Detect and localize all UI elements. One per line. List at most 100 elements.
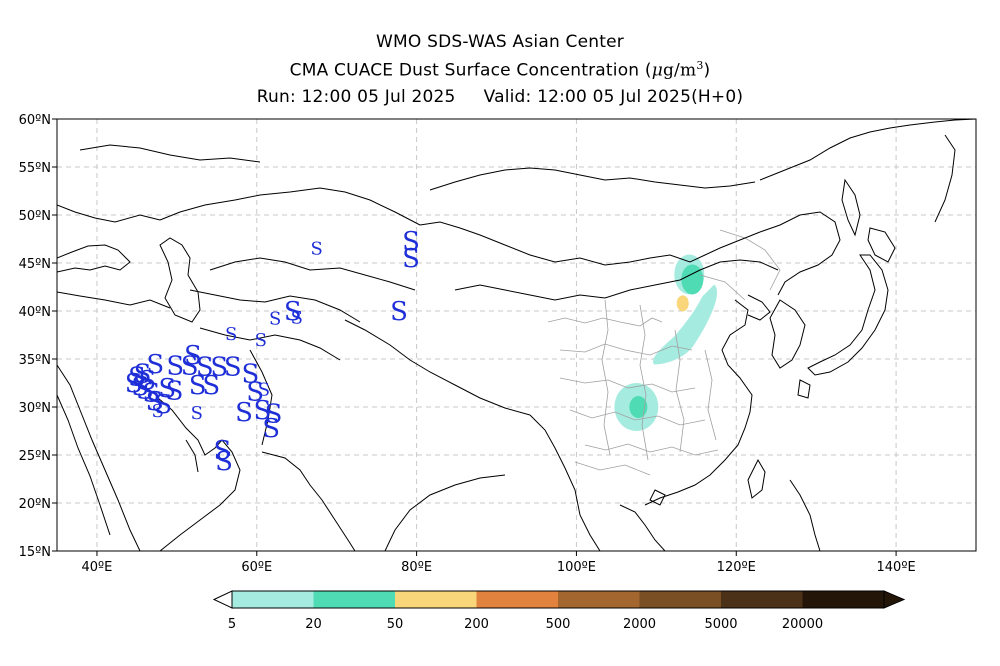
coastlines-and-borders: [57, 119, 976, 551]
dust-station-symbol: S: [258, 380, 270, 401]
dust-station-symbol: S: [262, 414, 280, 444]
dust-station-symbol: S: [166, 377, 184, 407]
province-line: [569, 409, 706, 426]
title-text: CMA CUACE Dust Surface Concentration (: [289, 60, 652, 81]
dust-station-symbol: S: [265, 400, 283, 430]
caspian-sea: [159, 237, 201, 323]
dust-station-symbol: S: [255, 330, 267, 351]
unit-exp: 3: [696, 59, 704, 72]
lat-tick-label: 15ºN: [19, 545, 51, 560]
colorbar-level-label: 2000: [623, 617, 656, 632]
china-coast: [644, 299, 753, 506]
okhotsk-coast: [759, 119, 976, 181]
lat-tick-label: 30ºN: [19, 401, 51, 416]
colorbar: 5 20 50 200 500 2000 5000 20000: [212, 590, 906, 632]
colorbar-frame: [231, 590, 885, 609]
dust-station-symbol: S: [131, 372, 149, 402]
colorbar-swatch: [558, 591, 640, 608]
lat-tick-label: 40ºN: [19, 305, 51, 320]
colorbar-under-arrow: [212, 590, 233, 609]
russia-south-line: [429, 167, 756, 191]
colorbar-swatch: [232, 591, 314, 608]
red-sea-coast-west: [57, 394, 111, 536]
red-sea-coast: [57, 364, 141, 551]
colorbar-swatch: [313, 591, 395, 608]
dust-station-symbol: S: [390, 297, 408, 327]
dust-station-symbol: S: [196, 353, 214, 383]
lat-tick-label: 45ºN: [19, 257, 51, 272]
dust-region-plume-mid: [681, 264, 704, 295]
dust-station-symbol: S: [158, 374, 176, 404]
border-line: [57, 204, 161, 223]
dust-station-symbol: S: [291, 308, 303, 329]
colorbar-level-label: 20000: [782, 617, 823, 632]
iran-afghan-border: [199, 327, 341, 361]
colorbar-level-label: 20: [305, 617, 322, 632]
central-asia-border: [209, 257, 416, 291]
lon-tick-label: 120ºE: [717, 560, 756, 575]
province-line: [559, 343, 693, 356]
title-line-3: Run: 12:00 05 Jul 2025 Valid: 12:00 05 J…: [0, 87, 1000, 107]
lon-tick-label: 100ºE: [557, 560, 596, 575]
sakhalin: [841, 178, 861, 237]
lon-tick-label: 60ºE: [241, 560, 272, 575]
dust-station-symbol: S: [269, 309, 281, 330]
dust-station-symbol: S: [184, 341, 202, 371]
arabia-coast: [157, 397, 241, 551]
colorbar-swatch: [721, 591, 803, 608]
dust-region-sichuan-core: [629, 396, 648, 418]
dust-station-symbol: S: [142, 379, 160, 409]
province-line: [704, 349, 717, 441]
dust-station-symbol: S: [134, 359, 152, 389]
colorbar-swatch: [639, 591, 721, 608]
dust-station-symbol: S: [311, 239, 323, 260]
dust-station-symbol: S: [136, 376, 154, 406]
lon-tick-label: 80ºE: [401, 560, 432, 575]
dust-station-symbol: S: [241, 359, 259, 389]
burma-border: [529, 414, 601, 551]
taiwan: [747, 458, 766, 499]
dust-station-symbol: S: [146, 387, 164, 417]
province-borders: [547, 229, 781, 476]
valid-time: Valid: 12:00 05 Jul 2025(H+0): [483, 87, 744, 107]
unit-g: g/m: [662, 60, 697, 81]
dust-region-plume: [653, 284, 718, 365]
japan-hokkaido: [867, 227, 896, 263]
dust-station-symbol: S: [138, 366, 156, 396]
japan-kyushu: [797, 379, 811, 399]
dust-concentration-layer: [614, 254, 718, 431]
dust-station-symbol: S: [181, 352, 199, 382]
colorbar-swatch: [395, 591, 477, 608]
mongolia-russia-border: [419, 221, 761, 266]
province-line: [699, 274, 746, 301]
lat-tick-label: 50ºN: [19, 209, 51, 224]
lon-tick-label: 140ºE: [877, 560, 916, 575]
colorbar-over-arrow: [883, 590, 906, 609]
bohai-coast: [747, 294, 771, 321]
russia-west-line: [79, 144, 261, 163]
dust-station-symbol: S: [402, 244, 420, 274]
kazakh-border: [159, 187, 421, 226]
axis-ticks: 40ºE 60ºE 80ºE 100ºE 120ºE 140ºE 15ºN 20ºN 25ºN 3…: [19, 113, 916, 575]
colorbar-swatch: [802, 591, 884, 608]
dust-station-symbol: S: [152, 401, 164, 422]
vietnam-coast: [619, 504, 666, 551]
dust-station-symbol: S: [215, 447, 233, 477]
title-close: ): [703, 60, 711, 81]
lat-tick-label: 25ºN: [19, 449, 51, 464]
hainan: [649, 489, 666, 506]
lat-tick-label: 20ºN: [19, 497, 51, 512]
dust-station-symbol: S: [402, 227, 420, 257]
dust-station-symbol: S: [235, 398, 253, 428]
colorbar-level-label: 5000: [704, 617, 737, 632]
title-line-1: WMO SDS-WAS Asian Center: [376, 32, 624, 52]
province-line: [639, 304, 649, 461]
dust-station-symbol: S: [284, 297, 302, 327]
dust-station-symbol: S: [191, 403, 203, 424]
dust-station-symbol: S: [246, 378, 264, 408]
province-line: [547, 317, 663, 327]
province-line: [574, 461, 651, 476]
lat-tick-label: 60ºN: [19, 113, 51, 128]
